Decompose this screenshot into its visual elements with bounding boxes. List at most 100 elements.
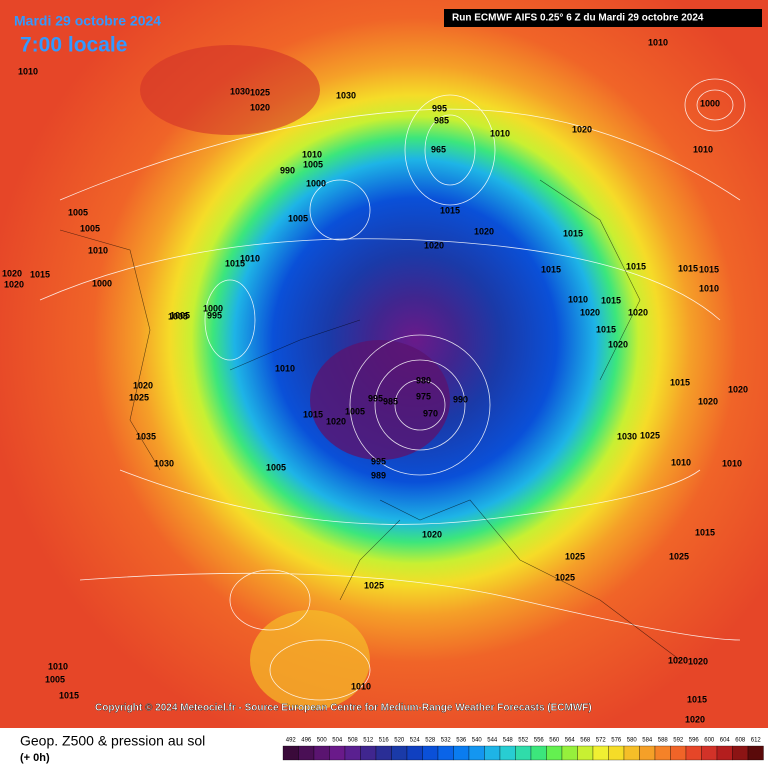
isobar-label: 995 [432,103,447,113]
date: Mardi 29 octobre 2024 [14,13,161,29]
isobar-label: 1025 [129,392,149,402]
isobar-label: 1010 [240,253,260,263]
scale-swatch [360,745,377,761]
isobars [39,78,746,701]
isobar-label: 1015 [596,324,616,334]
scale-label: 508 [348,738,359,744]
isobar-label: 989 [371,470,386,480]
isobar-label: 1020 [326,416,346,426]
isobar-label: 1025 [640,430,660,440]
scale-swatch [515,745,532,761]
isobar-label: 1000 [700,98,720,108]
scale-label: 600 [704,738,715,744]
isobar-label: 1005 [45,674,65,684]
isobar-label: 1005 [303,159,323,169]
scale-swatch [313,745,330,761]
isobar-label: 1015 [687,694,707,704]
scale-swatch [499,745,516,761]
isobar-label: 1015 [30,269,50,279]
isobar-label: 1005 [170,310,190,320]
isobar-label: 1020 [4,279,24,289]
isobar-label: 1020 [2,268,22,278]
isobar-label: 1005 [266,462,286,472]
scale-label: 528 [425,738,436,744]
isobar-label: 1020 [628,307,648,317]
scale-swatch [468,745,485,761]
isobar-label: 1025 [565,551,585,561]
scale-label: 560 [549,738,560,744]
isobar-label: 1030 [230,86,250,96]
coastlines [59,179,681,661]
isobar-label: 1020 [572,124,592,134]
scale-swatch [422,745,439,761]
isobar-label: 995 [371,456,386,466]
isobar-label: 1035 [136,431,156,441]
scale-label: 532 [441,738,452,744]
copyright: Copyright © 2024 Meteociel.fr - Source E… [95,703,592,714]
scale-swatch [453,745,470,761]
isobar-label: 970 [423,408,438,418]
isobar-label: 1020 [668,655,688,665]
isobar-label: 1010 [48,661,68,671]
cut-off [250,610,370,710]
scale-label: 576 [611,738,622,744]
isobar-label: 995 [207,310,222,320]
scale-swatch [530,745,547,761]
isobar-label: 990 [280,165,295,175]
isobar-label: 1015 [563,228,583,238]
scale-swatch [437,745,454,761]
isobar-label: 1015 [59,690,79,700]
scale-label: 536 [456,738,467,744]
isobar-label: 1015 [695,527,715,537]
isobar-label: 1010 [275,363,295,373]
isobar-label: 1005 [168,311,188,321]
scale-swatch [747,745,764,761]
isobar-label: 1020 [422,529,442,539]
isobar-label: 1025 [669,551,689,561]
scale-label: 492 [286,738,297,744]
scale-swatch [577,745,594,761]
scale-swatch [344,745,361,761]
isobar-label: 995 [368,393,383,403]
isobar-label: 1010 [351,681,371,691]
scale-swatch [484,745,501,761]
isobar-label: 1000 [203,303,223,313]
isobar-label: 1010 [568,294,588,304]
isobar-label: 1030 [336,90,356,100]
isobar-label: 1010 [88,245,108,255]
scale-label: 500 [317,738,328,744]
scale-label: 552 [518,738,529,744]
isobar-label: 1020 [133,380,153,390]
scale-swatch [654,745,671,761]
scale-swatch [608,745,625,761]
scale-swatch [701,745,718,761]
scale-label: 524 [410,738,421,744]
isobar-label: 1010 [671,457,691,467]
isobar-label: 1000 [92,278,112,288]
isobar-label: 990 [453,394,468,404]
scale-label: 612 [751,738,762,744]
isobar-label: 1000 [306,178,326,188]
run-info: Run ECMWF AIFS 0.25° 6 Z du Mardi 29 oct… [452,13,704,24]
isobar-label: 1020 [608,339,628,349]
isobar-label: 1015 [225,258,245,268]
isobar-label: 1010 [490,128,510,138]
isobar-label: 965 [431,144,446,154]
isobar-label: 1015 [699,264,719,274]
scale-label: 548 [503,738,514,744]
scale-label: 580 [627,738,638,744]
isobar-label: 1020 [728,384,748,394]
isobar-label: 1030 [617,431,637,441]
isobar-label: 1020 [250,102,270,112]
isobar-label: 1025 [250,87,270,97]
scale-label: 544 [487,738,498,744]
isobar-label: 1030 [154,458,174,468]
isobar-label: 985 [383,396,398,406]
isobar-label: 1010 [722,458,742,468]
isobar-label: 975 [416,391,431,401]
scale-swatch [716,745,733,761]
scale-label: 604 [720,738,731,744]
scale-swatch [298,745,315,761]
scale-swatch [375,745,392,761]
